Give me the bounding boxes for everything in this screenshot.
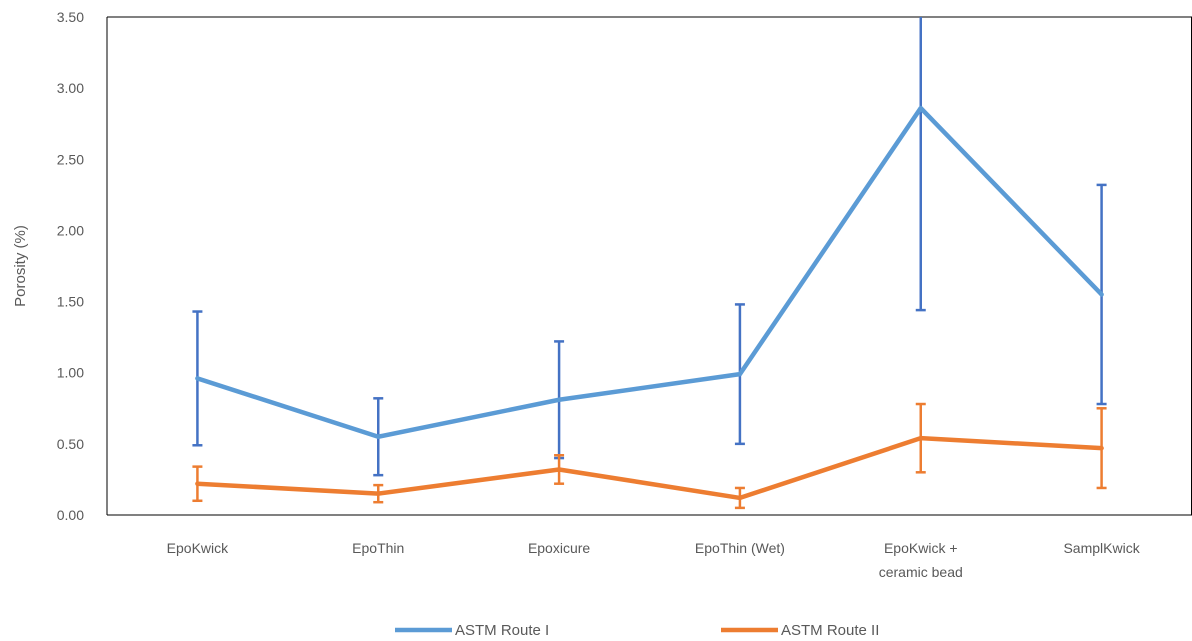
x-tick-label: EpoThin (Wet) [695,540,785,556]
y-axis-ticks: 0.00 0.50 1.00 1.50 2.00 2.50 3.00 3.50 [57,9,84,523]
series-2 [192,402,1107,510]
series-line [195,105,1104,439]
plot-frame [106,16,1192,516]
y-tick-label: 3.00 [57,80,84,96]
data-point [918,106,923,111]
series-layer [192,17,1107,510]
x-tick-label: EpoKwick + ceramic bead [879,540,963,580]
y-tick-label: 2.50 [57,151,84,167]
data-point [195,376,200,381]
legend: ASTM Route I ASTM Route II [395,622,879,639]
x-axis-ticks: EpoKwick EpoThin Epoxicure EpoThin (Wet) Epo… [167,540,1141,580]
y-tick-label: 3.50 [57,9,84,25]
y-tick-label: 2.00 [57,222,84,238]
x-tick-label: EpoKwick [167,540,229,556]
legend-label: ASTM Route I [455,622,549,639]
data-point [195,481,200,486]
x-tick-label: EpoThin [352,540,404,556]
data-point [1099,292,1104,297]
data-point [557,467,562,472]
y-tick-label: 0.50 [57,436,84,452]
y-tick-label: 1.50 [57,294,84,310]
data-point [1099,446,1104,451]
series-line [195,435,1104,501]
legend-label: ASTM Route II [781,622,879,639]
data-point [737,372,742,377]
x-tick-label: Epoxicure [528,540,590,556]
y-tick-label: 1.00 [57,365,84,381]
data-point [737,495,742,500]
data-point [918,436,923,441]
x-tick-label: SamplKwick [1063,540,1140,556]
data-point [376,491,381,496]
series-1 [192,17,1107,477]
y-tick-label: 0.00 [57,507,84,523]
y-axis-title: Porosity (%) [12,225,29,307]
data-point [557,397,562,402]
data-point [376,434,381,439]
